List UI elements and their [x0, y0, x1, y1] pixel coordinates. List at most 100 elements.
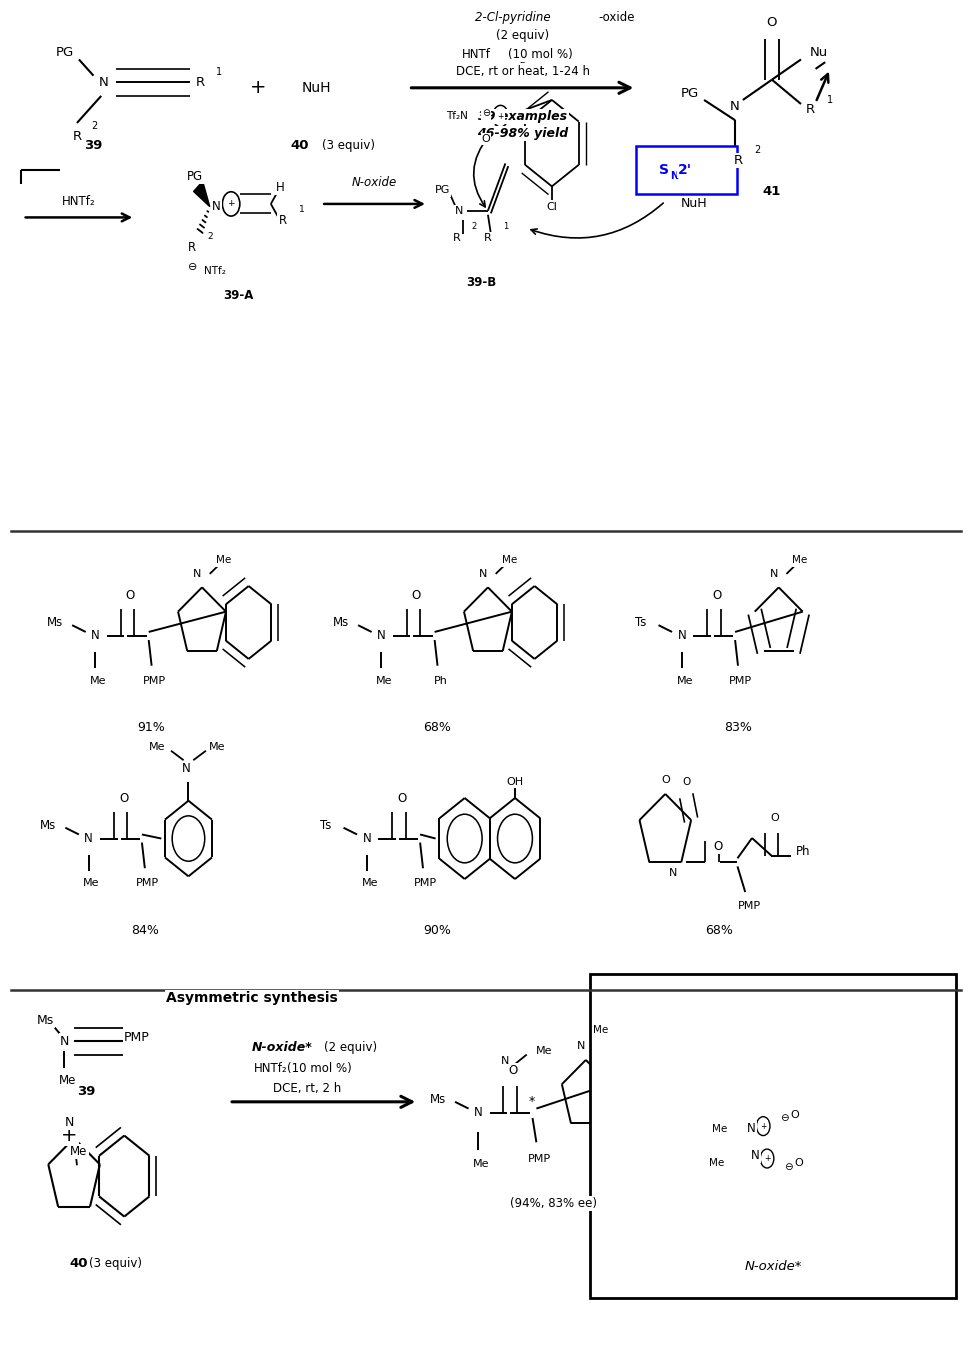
Text: Asymmetric synthesis: Asymmetric synthesis [166, 990, 338, 1005]
Text: O: O [770, 813, 779, 823]
Text: 39-A: 39-A [224, 290, 254, 302]
Text: O: O [712, 589, 721, 602]
Text: Ms: Ms [47, 616, 63, 629]
Text: +: + [760, 1122, 766, 1131]
Text: N: N [751, 1149, 760, 1162]
Text: Nu: Nu [810, 46, 827, 60]
Text: 39 examples: 39 examples [478, 110, 568, 123]
Text: Me: Me [677, 675, 693, 686]
Text: N: N [474, 1107, 483, 1119]
Text: O: O [682, 777, 690, 787]
Text: R: R [73, 130, 82, 143]
Text: N: N [677, 629, 686, 643]
Text: 1: 1 [299, 204, 305, 214]
Text: N: N [576, 1042, 585, 1051]
Text: ⊖: ⊖ [188, 262, 197, 272]
Text: 40: 40 [70, 1257, 88, 1270]
Text: O: O [397, 792, 406, 805]
Text: 68%: 68% [424, 721, 451, 735]
Text: 2: 2 [519, 57, 525, 65]
Text: PMP: PMP [124, 1031, 150, 1043]
Text: O: O [411, 589, 421, 602]
FancyBboxPatch shape [590, 974, 956, 1298]
Text: 90%: 90% [424, 924, 451, 936]
Text: Me: Me [792, 555, 808, 566]
Text: R: R [484, 233, 492, 242]
Text: Me: Me [216, 555, 231, 566]
Text: R: R [734, 154, 743, 168]
Text: N: N [770, 568, 778, 579]
Text: Ph: Ph [796, 846, 811, 858]
Text: PMP: PMP [143, 675, 166, 686]
Text: NuH: NuH [301, 81, 331, 95]
Text: 83%: 83% [724, 721, 752, 735]
Text: 1: 1 [827, 95, 833, 106]
Text: R: R [278, 214, 287, 226]
Text: 84%: 84% [131, 924, 158, 936]
Text: +: + [498, 112, 503, 120]
Text: N-oxide*: N-oxide* [252, 1042, 313, 1054]
Text: (10 mol %): (10 mol %) [508, 47, 573, 61]
Text: *: * [529, 1096, 535, 1108]
Text: 39: 39 [78, 1085, 96, 1097]
Text: N: N [747, 1123, 756, 1135]
Text: O: O [713, 840, 723, 852]
Text: O: O [125, 589, 135, 602]
Text: PMP: PMP [414, 878, 437, 888]
Text: Me: Me [209, 741, 226, 752]
Text: Me: Me [536, 1046, 552, 1055]
Text: HNTf: HNTf [462, 47, 491, 61]
Text: (3 equiv): (3 equiv) [322, 139, 375, 153]
Text: N: N [502, 1057, 509, 1066]
Text: N: N [363, 832, 371, 846]
Text: 2-Cl-pyridine: 2-Cl-pyridine [475, 11, 555, 24]
Text: PMP: PMP [738, 901, 761, 911]
Text: PMP: PMP [729, 675, 752, 686]
Text: 40: 40 [291, 139, 309, 153]
Text: PG: PG [188, 170, 203, 184]
Text: Me: Me [593, 1026, 608, 1035]
Text: HNTf₂: HNTf₂ [254, 1062, 288, 1074]
Text: N: N [98, 76, 108, 89]
Text: +: + [764, 1154, 770, 1164]
Text: O: O [795, 1158, 804, 1168]
Text: R: R [806, 103, 816, 116]
Text: N: N [479, 568, 487, 579]
Text: Me: Me [709, 1158, 724, 1168]
Text: HNTf₂: HNTf₂ [62, 195, 95, 208]
Text: N: N [91, 629, 100, 643]
Text: ⊖: ⊖ [784, 1162, 793, 1172]
Text: 1: 1 [503, 222, 508, 231]
Text: Me: Me [58, 1074, 76, 1086]
Text: R: R [453, 233, 461, 242]
Text: PG: PG [55, 46, 74, 60]
Text: N: N [59, 1035, 69, 1047]
Text: N-oxide*: N-oxide* [745, 1260, 802, 1273]
Text: S: S [659, 164, 670, 177]
Text: N-oxide: N-oxide [352, 176, 398, 189]
Text: Tf₂N: Tf₂N [446, 111, 468, 122]
Text: 91%: 91% [138, 721, 165, 735]
Text: Cl: Cl [546, 202, 557, 211]
Text: (2 equiv): (2 equiv) [324, 1042, 377, 1054]
Text: (94%, 83% ee): (94%, 83% ee) [510, 1196, 598, 1210]
Text: DCE, rt or heat, 1-24 h: DCE, rt or heat, 1-24 h [456, 65, 590, 78]
Text: N: N [64, 1116, 74, 1128]
Text: Ms: Ms [430, 1093, 446, 1105]
Text: +: + [250, 78, 266, 97]
Text: -oxide: -oxide [599, 11, 635, 24]
Polygon shape [193, 181, 210, 207]
Text: 68%: 68% [705, 924, 733, 936]
Text: 2: 2 [754, 145, 760, 154]
Text: PG: PG [434, 185, 450, 195]
Text: Me: Me [473, 1160, 490, 1169]
Text: N: N [455, 206, 463, 215]
Text: 39-B: 39-B [466, 276, 497, 288]
Text: N: N [730, 100, 740, 114]
Text: 1: 1 [217, 66, 223, 77]
Text: DCE, rt, 2 h: DCE, rt, 2 h [272, 1082, 341, 1095]
Text: Me: Me [90, 675, 107, 686]
Text: NTf₂: NTf₂ [204, 267, 226, 276]
Text: Ms: Ms [40, 819, 56, 832]
FancyBboxPatch shape [637, 146, 737, 195]
